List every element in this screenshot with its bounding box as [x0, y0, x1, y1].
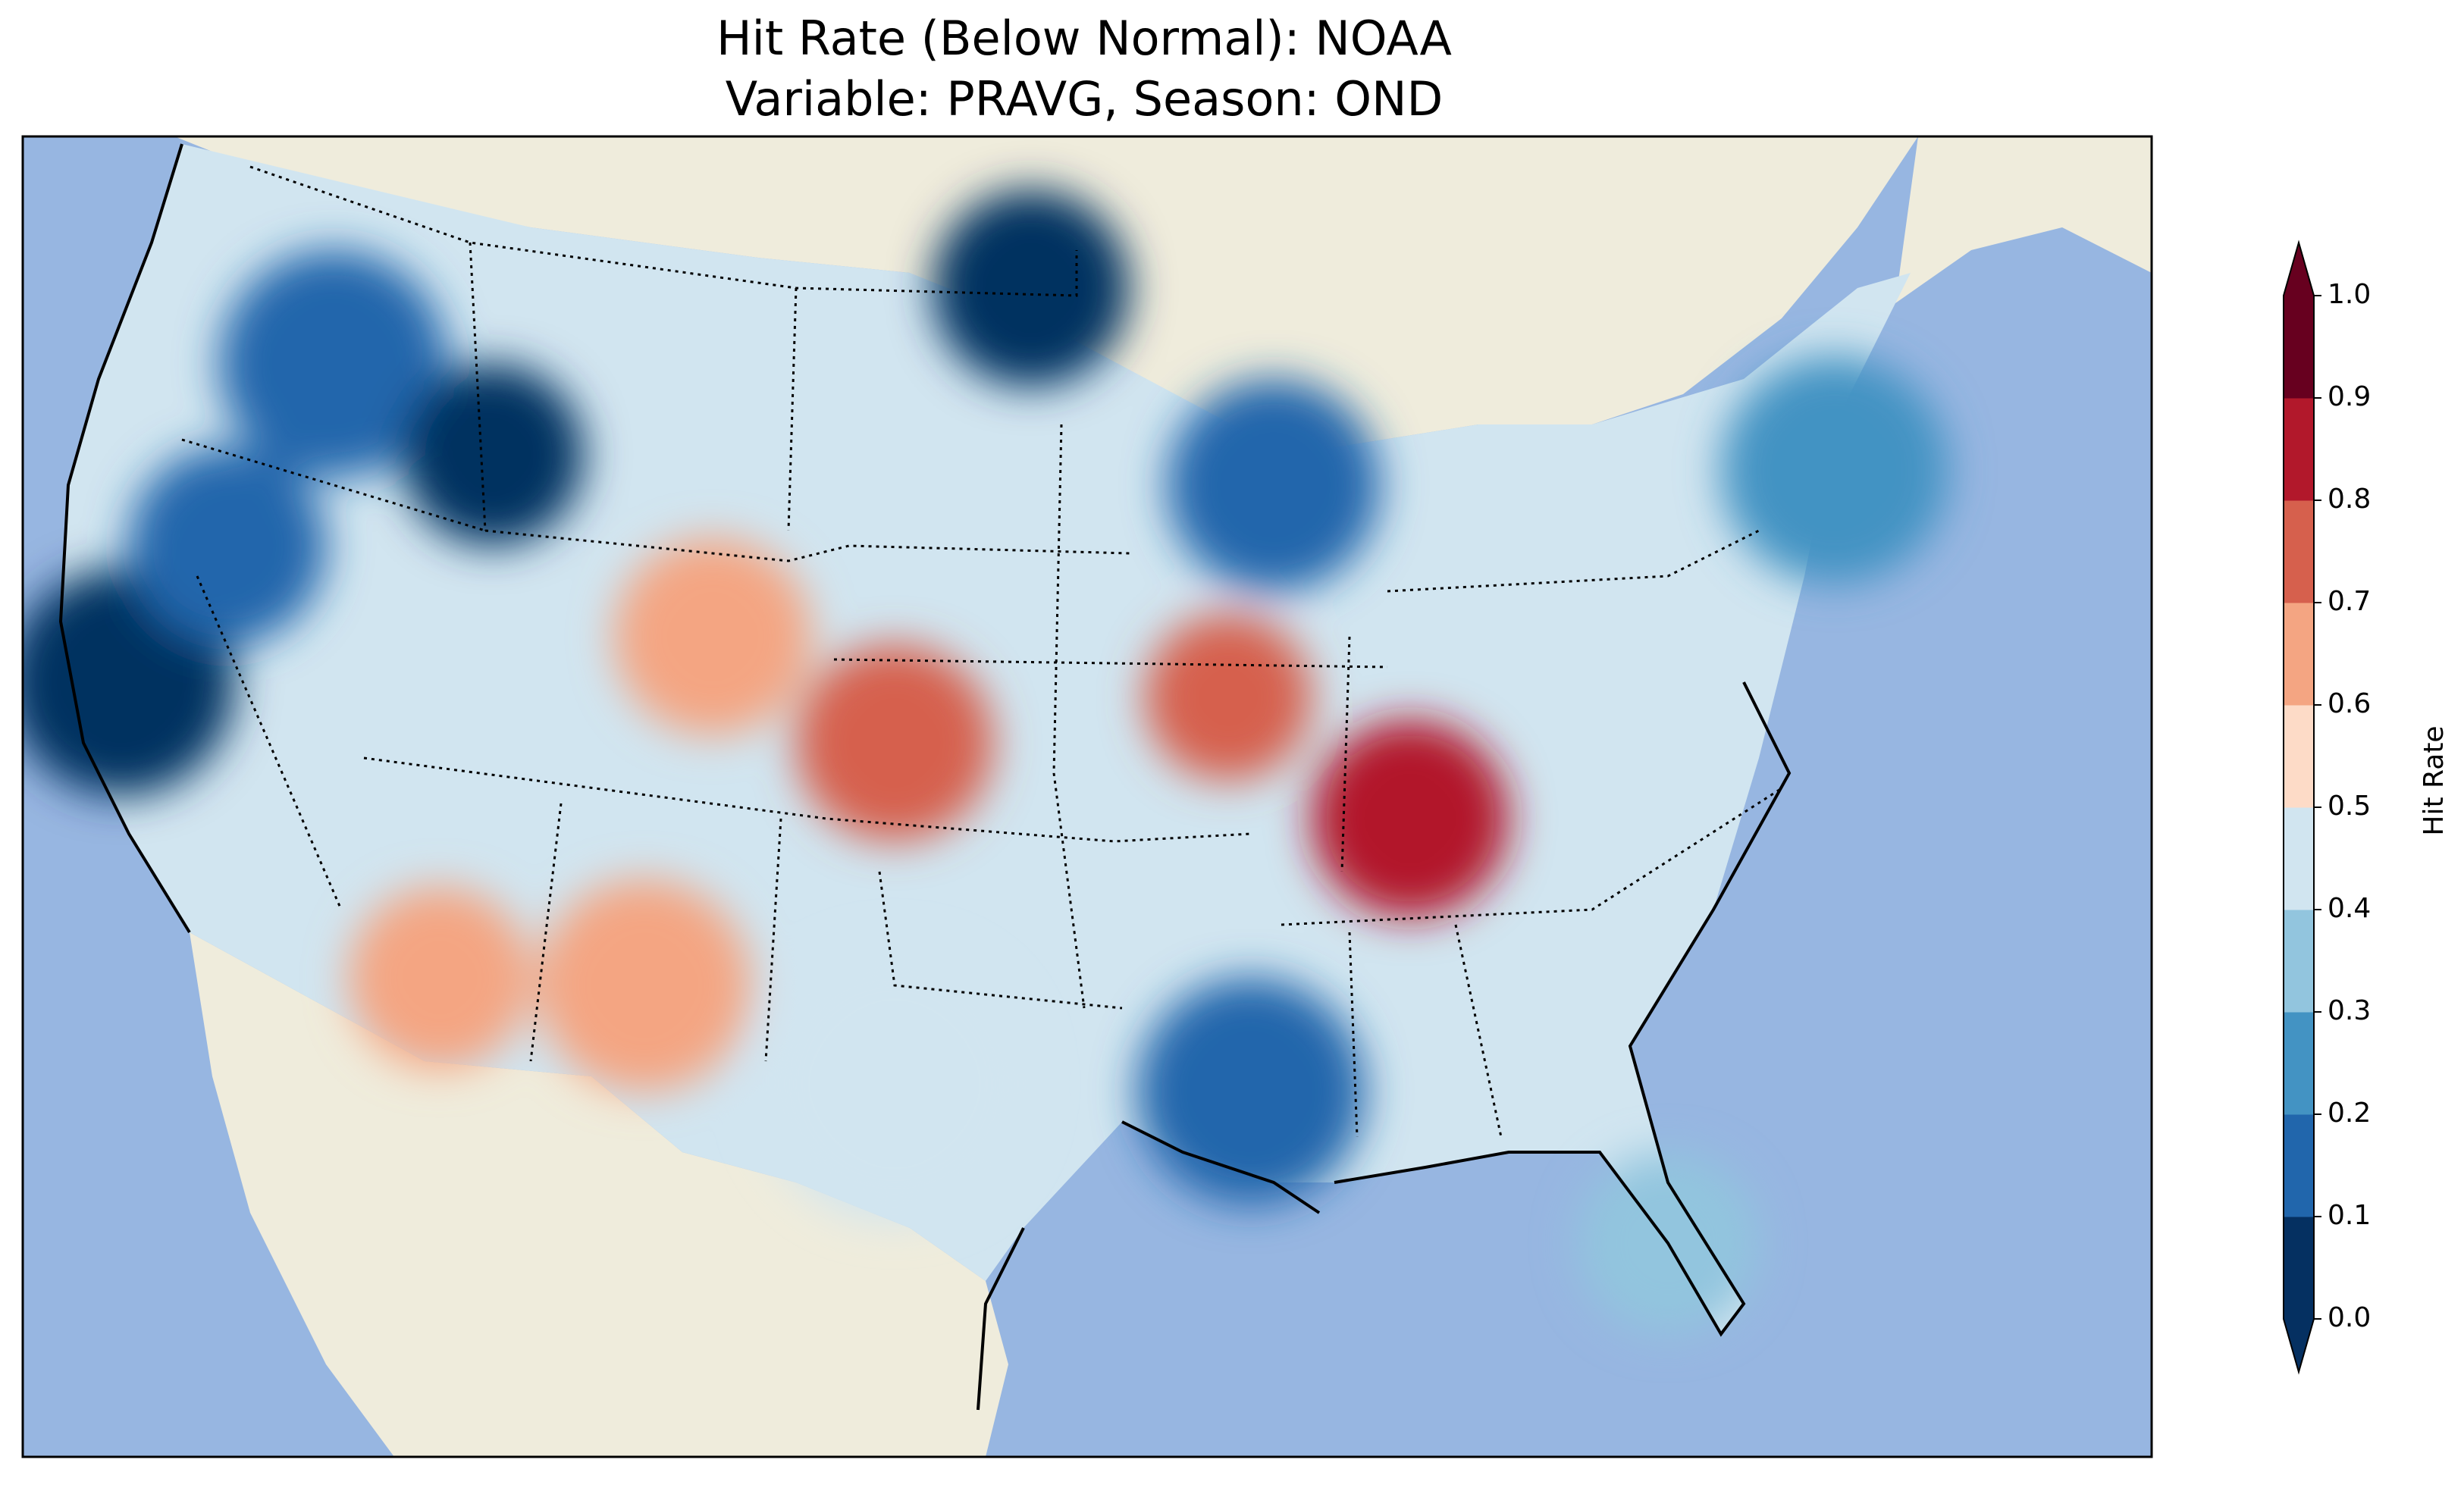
colorbar-swatch	[2284, 910, 2314, 1013]
map-frame	[21, 135, 2153, 1458]
heat-cell	[538, 879, 751, 1092]
colorbar-swatch	[2284, 500, 2314, 603]
land-mexico	[190, 932, 1008, 1457]
colorbar-tick-label: 0.1	[2328, 1200, 2371, 1231]
state-borders	[181, 165, 1782, 1138]
colorbar-swatch	[2284, 296, 2314, 399]
map-panel	[23, 136, 2152, 1457]
colorbar-swatch	[2284, 603, 2314, 706]
colorbar-swatch	[2284, 1217, 2314, 1320]
colorbar-tick-label: 0.5	[2328, 791, 2371, 822]
heat-cell	[220, 250, 447, 478]
colorbar-tick-label: 1.0	[2328, 279, 2371, 310]
heat-cell	[758, 947, 1031, 1220]
heatmap-cells	[23, 189, 1948, 1334]
colorbar: 0.0 0.1 0.2 0.3 0.4 0.5 0.6 0.7 0.8 0.9 1.0	[2283, 240, 2371, 1375]
heat-cell	[1721, 356, 1948, 584]
colorbar-label: Hit Rate	[2419, 725, 2450, 835]
heat-cell	[1168, 379, 1380, 591]
heat-cell	[614, 538, 811, 735]
colorbar-swatch	[2284, 1114, 2314, 1217]
title-line1: Hit Rate (Below Normal): NOAA	[716, 11, 1452, 66]
colorbar-swatch	[2284, 398, 2314, 501]
colorbar-tick-label: 0.8	[2328, 484, 2371, 515]
hit-rate-heatmap	[23, 144, 1948, 1334]
heat-cell	[129, 447, 326, 644]
colorbar-tick-label: 0.4	[2328, 893, 2371, 924]
colorbar-swatch	[2284, 705, 2314, 808]
colorbar-tick-label: 0.6	[2328, 688, 2371, 719]
coastline	[58, 143, 1792, 1411]
heat-cell	[1145, 614, 1312, 781]
heat-cell	[933, 189, 1130, 387]
heat-cell	[349, 887, 531, 1069]
colorbar-extend-min	[2284, 1319, 2314, 1372]
colorbar-tick-label: 0.7	[2328, 586, 2371, 617]
colorbar-tick-label: 0.2	[2328, 1098, 2371, 1129]
heat-cell	[402, 364, 584, 546]
heat-cell	[1137, 978, 1365, 1205]
colorbar-swatch	[2284, 807, 2314, 910]
colorbar-tick-label: 0.9	[2328, 381, 2371, 412]
colorbar-extend-max	[2284, 243, 2314, 296]
colorbar-swatch	[2284, 1012, 2314, 1115]
title-line2: Variable: PRAVG, Season: OND	[726, 71, 1443, 127]
heat-cell	[1312, 720, 1509, 917]
colorbar-tick-label: 0.0	[2328, 1302, 2371, 1333]
heat-cell	[796, 644, 993, 841]
colorbar-tick-label: 0.3	[2328, 995, 2371, 1026]
land-canada-east	[1895, 136, 2152, 303]
